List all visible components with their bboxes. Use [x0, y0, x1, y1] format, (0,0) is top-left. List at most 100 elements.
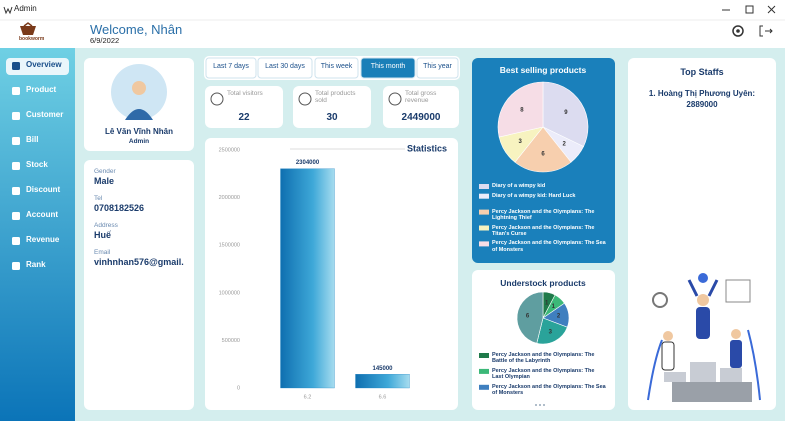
stat-card — [205, 86, 283, 128]
filter-button[interactable] — [360, 57, 416, 79]
pie-slice — [542, 81, 589, 147]
bar — [280, 168, 335, 389]
filter-button[interactable] — [314, 57, 359, 79]
filter-button[interactable] — [205, 57, 257, 79]
chart-title: Best selling products — [499, 65, 587, 75]
filter-label[interactable]: This month — [370, 63, 406, 70]
staff-name: 1. Hoàng Thị Phương Uyên: — [648, 89, 756, 98]
nav-item[interactable]: Stock — [26, 160, 48, 169]
filter-button[interactable] — [416, 57, 459, 79]
nav-item[interactable]: Product — [26, 85, 57, 94]
stat-value: 2449000 — [401, 112, 441, 123]
slice-label: 2 — [557, 314, 561, 320]
slice-label: 1 — [545, 300, 549, 306]
details-card — [84, 160, 194, 410]
window-title: Admin — [14, 4, 37, 13]
pie-slice — [497, 81, 544, 138]
nav-item[interactable]: Overview — [26, 60, 62, 69]
slice-label: 6 — [526, 314, 530, 320]
nav-item[interactable]: Account — [26, 210, 58, 219]
pie-slice — [516, 291, 544, 344]
nav-active-bg — [6, 58, 69, 75]
slice-label: 3 — [518, 139, 522, 145]
settings-button[interactable] — [732, 25, 744, 37]
window-controls[interactable] — [722, 5, 776, 14]
legend-label: Percy Jackson and the Olympians: The Las… — [492, 367, 595, 381]
value-label: 2304000 — [296, 160, 320, 166]
y-tick-label: 500000 — [222, 338, 240, 344]
legend-swatch — [479, 193, 489, 199]
filter-button[interactable] — [257, 57, 313, 79]
nav-item[interactable]: Revenue — [26, 235, 60, 244]
detail-value: vinhnhan576@gmail. — [94, 257, 184, 267]
logout-button[interactable] — [759, 25, 773, 37]
legend-label: Percy Jackson and the Olympians: The Sea… — [492, 240, 606, 253]
more-indicator[interactable] — [535, 404, 545, 406]
date-text: 6/9/2022 — [90, 36, 120, 45]
legend-swatch — [479, 384, 489, 390]
legend-label: Diary of a wimpy kid — [492, 183, 546, 189]
pie-slice — [514, 126, 572, 173]
filter-label[interactable]: Last 7 days — [213, 63, 249, 70]
nav-item[interactable]: Discount — [26, 185, 61, 194]
stat-icon — [298, 92, 312, 106]
profile-name: Lê Văn Vĩnh Nhân — [104, 127, 174, 136]
avatar-figure — [125, 109, 153, 120]
staff-title: Top Staffs — [680, 67, 724, 77]
legend-label: Percy Jackson and the Olympians: The Sea… — [492, 383, 606, 396]
y-tick-label: 0 — [237, 385, 240, 391]
header — [0, 20, 785, 48]
legend-swatch — [479, 353, 489, 358]
detail-label: Tel — [94, 195, 103, 202]
detail-label: Address — [94, 222, 118, 229]
nav-icon — [12, 112, 20, 120]
filter-label[interactable]: This year — [423, 63, 452, 70]
stat-value: 30 — [326, 112, 338, 123]
nav-icon — [12, 137, 20, 145]
y-tick-label: 1500000 — [219, 243, 240, 249]
detail-label: Gender — [94, 168, 116, 175]
slice-label: 2 — [562, 141, 566, 147]
y-tick-label: 2000000 — [219, 195, 240, 201]
stat-icon — [210, 92, 224, 106]
legend-label: Diary of a wimpy kid: Hard Luck — [492, 192, 576, 199]
nav-icon — [12, 87, 20, 95]
legend-swatch — [479, 241, 489, 247]
legend-swatch — [479, 225, 489, 231]
nav-item[interactable]: Bill — [26, 135, 39, 144]
chart-title: Understock products — [500, 278, 586, 288]
slice-label: 3 — [549, 329, 553, 335]
nav-item[interactable]: Customer — [26, 110, 64, 119]
x-tick-label: 6.2 — [304, 394, 312, 400]
chart-title: Statistics — [407, 143, 447, 153]
legend-swatch — [479, 184, 489, 189]
profile-role: Admin — [128, 138, 150, 145]
stat-label: Total gross revenue — [405, 90, 437, 104]
y-tick-label: 2500000 — [219, 147, 240, 153]
filter-label[interactable]: Last 30 days — [265, 63, 305, 70]
nav-icon — [12, 262, 20, 270]
stat-card — [383, 86, 459, 128]
staff-value: 2889000 — [686, 100, 718, 109]
stat-card — [293, 86, 371, 128]
logo-text: bookworm — [19, 36, 45, 42]
slice-label: 6 — [541, 152, 545, 158]
welcome-text: Welcome, Nhân — [90, 22, 183, 37]
detail-value: 0708182526 — [94, 203, 145, 213]
stat-label: Total visitors — [227, 90, 263, 97]
nav-icon — [12, 212, 20, 220]
legend-swatch — [479, 368, 489, 374]
value-label: 145000 — [372, 366, 393, 372]
stat-icon — [388, 92, 402, 106]
top-staffs-card — [628, 58, 776, 410]
stat-value: 22 — [238, 112, 250, 123]
logo — [20, 22, 36, 35]
nav-item[interactable]: Rank — [26, 260, 46, 269]
nav-icon — [12, 237, 20, 245]
title-bar — [0, 0, 785, 20]
avatar-head — [132, 81, 146, 95]
legend-label: Percy Jackson and the Olympians: The Lig… — [492, 208, 595, 221]
filter-label[interactable]: This week — [320, 63, 353, 70]
